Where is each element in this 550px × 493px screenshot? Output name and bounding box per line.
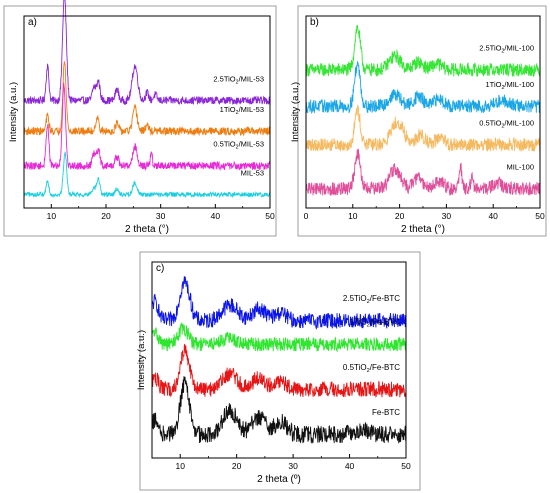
plot-area-frame	[151, 261, 407, 459]
panel-border	[139, 251, 421, 491]
series-label: 1TiO2/MIL-100	[485, 80, 534, 91]
panel-a: 2.5TiO2/MIL-53 1TiO2/MIL-53 0.5TiO2/MIL-53…	[3, 0, 277, 237]
series-line-2-5tio2-mil-100	[305, 24, 541, 77]
series-line-1tio2-mil-53	[23, 61, 271, 137]
x-tick-label: 30	[288, 461, 298, 471]
series-label: MIL-53	[241, 168, 264, 177]
x-tick-label: 0	[304, 211, 309, 221]
x-axis-label: 2 theta (°)	[401, 224, 445, 235]
panel-label: a)	[28, 17, 37, 28]
series-line-1tio2-fe-btc	[151, 322, 407, 353]
x-tick-label: 30	[156, 211, 166, 221]
series-line-0-5tio2-mil-53	[23, 82, 271, 172]
y-axis-label: Intensity (a.u.)	[136, 330, 147, 390]
panel-label: b)	[310, 17, 319, 28]
series-line-2-5tio2-fe-btc	[151, 276, 407, 330]
series-label: 0.5TiO2/MIL-53	[213, 140, 264, 151]
panel-border	[297, 5, 547, 237]
series-line-fe-btc	[151, 376, 407, 444]
series-label: 0.5TiO2/Fe-BTC	[343, 363, 400, 374]
x-tick-label: 50	[265, 211, 275, 221]
x-tick-label: 30	[442, 211, 452, 221]
x-tick-label: 20	[101, 211, 111, 221]
series-line-mil-53	[23, 151, 271, 199]
x-tick-label: 10	[175, 461, 185, 471]
series-label: 0.5TiO2/MIL-100	[479, 118, 534, 129]
y-axis-label: Intensity (a.u.)	[290, 82, 301, 142]
panel-border	[3, 5, 277, 237]
x-tick-label: 10	[47, 211, 57, 221]
series-line-0-5tio2-mil-100	[305, 104, 541, 152]
series-label: Fe-BTC	[372, 408, 400, 417]
x-tick-label: 20	[395, 211, 405, 221]
x-axis-label: 2 theta (º)	[257, 474, 301, 485]
x-tick-label: 50	[401, 461, 411, 471]
x-tick-label: 10	[348, 211, 358, 221]
x-tick-label: 40	[488, 211, 498, 221]
series-label: MIL-100	[506, 163, 534, 172]
y-axis-label: Intensity (a.u.)	[8, 82, 19, 142]
x-tick-label: 50	[535, 211, 545, 221]
series-label: 2.5TiO2/MIL-53	[213, 74, 264, 85]
series-line-1tio2-mil-100	[305, 61, 541, 115]
series-label: 1TiO2/Fe-BTC	[350, 318, 401, 329]
plot-area-frame	[23, 15, 271, 209]
series-label: 2.5TiO2/Fe-BTC	[343, 294, 400, 305]
x-tick-label: 40	[345, 461, 355, 471]
series-line-mil-100	[305, 148, 541, 196]
series-label: 1TiO2/MIL-53	[220, 105, 264, 116]
x-tick-label: 20	[232, 461, 242, 471]
series-label: 2.5TiO2/MIL-100	[479, 44, 534, 55]
x-tick-label: 40	[211, 211, 221, 221]
x-axis-label: 2 theta (°)	[125, 224, 169, 235]
panel-c: 2.5TiO2/Fe-BTC 1TiO2/Fe-BTC 0.5TiO2/Fe-BTC…	[136, 251, 421, 491]
panel-label: c)	[156, 263, 164, 274]
series-line-0-5tio2-fe-btc	[151, 343, 407, 398]
panel-b: 2.5TiO2/MIL-100 1TiO2/MIL-100 0.5TiO2/MIL-…	[290, 5, 547, 237]
series-line-2-5tio2-mil-53	[23, 0, 271, 106]
